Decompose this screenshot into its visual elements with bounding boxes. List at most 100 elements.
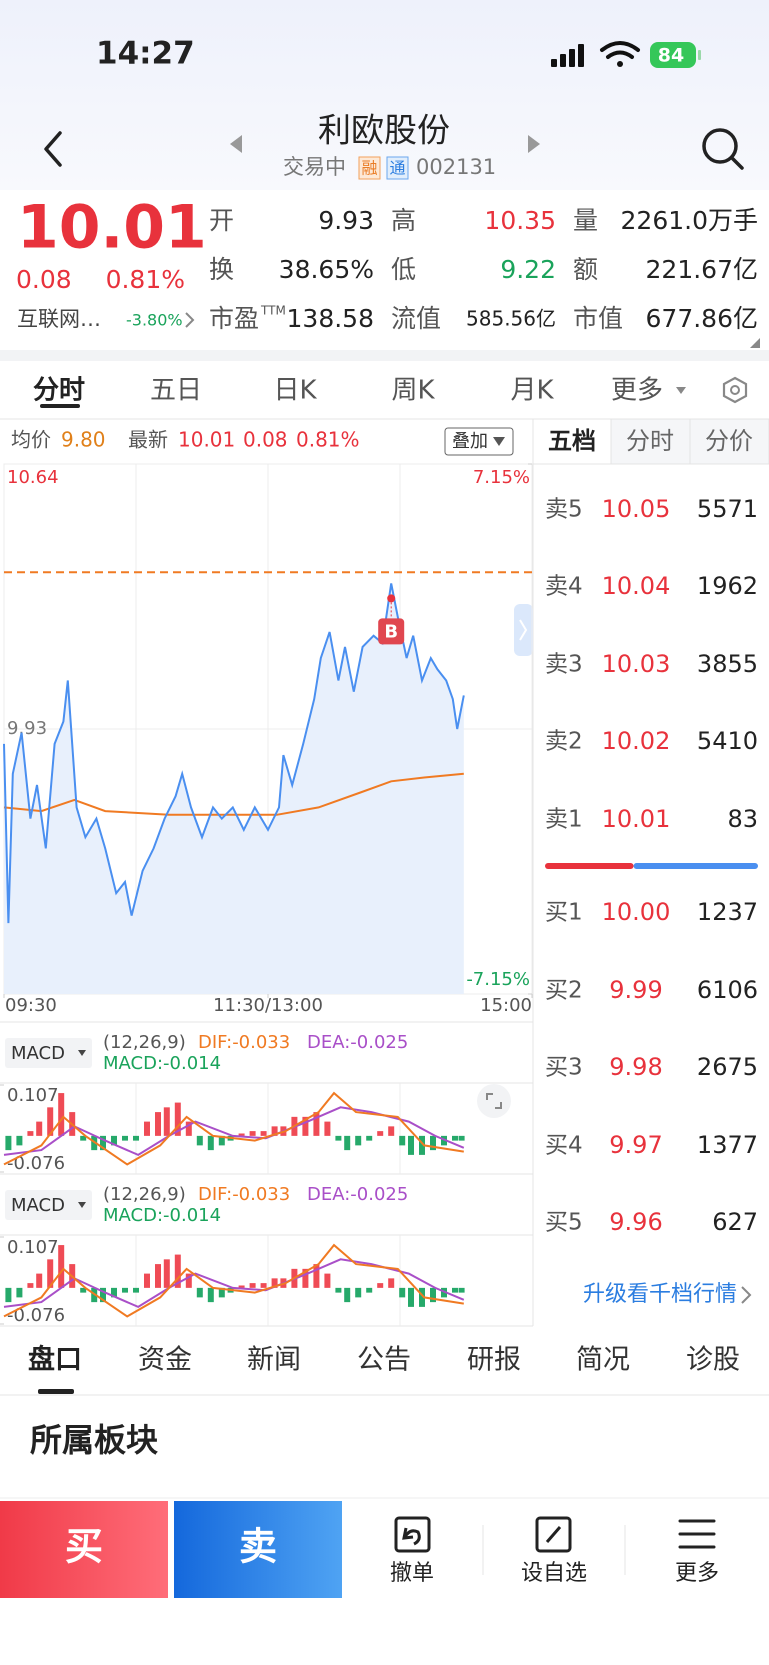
- indicator-name[interactable]: MACD: [11, 1195, 65, 1216]
- prev-stock[interactable]: [230, 135, 242, 153]
- badge-tong: [386, 156, 409, 180]
- tab[interactable]: 周K: [391, 376, 435, 406]
- latest-label: 最新: [128, 428, 168, 452]
- stat-label: 市盈: [209, 304, 259, 333]
- bottom-tab[interactable]: 新闻: [247, 1345, 301, 1376]
- overlay-button[interactable]: [444, 427, 514, 456]
- tab-box[interactable]: [689, 418, 769, 465]
- bottom-tab[interactable]: 盘口: [28, 1344, 82, 1376]
- next-stock[interactable]: [528, 135, 540, 153]
- macd-bar: [133, 1287, 139, 1293]
- trade-point[interactable]: [387, 594, 396, 603]
- indicator-name[interactable]: MACD: [11, 1043, 65, 1064]
- book-tab[interactable]: 五档: [548, 427, 596, 455]
- macd-bar: [16, 1135, 23, 1146]
- dif-line: [3, 1243, 464, 1318]
- macd-bar: [335, 1287, 342, 1293]
- link-chevron[interactable]: [741, 1286, 752, 1304]
- book-price: 10.00: [602, 898, 671, 926]
- sector: 互联网…: [17, 307, 101, 331]
- bottom-tab[interactable]: 资金: [138, 1345, 192, 1376]
- y-tick-label: -0.076: [7, 1305, 65, 1326]
- side-handle[interactable]: [514, 604, 533, 656]
- macd-bar: [27, 1131, 34, 1136]
- stat-label: 开: [209, 206, 234, 235]
- sector-chevron[interactable]: [185, 312, 195, 328]
- tab[interactable]: 五日: [150, 376, 202, 406]
- macd-bar: [377, 1131, 384, 1136]
- action-label[interactable]: 设自选: [521, 1561, 587, 1586]
- macd-bar: [399, 1287, 406, 1298]
- macd-value: MACD:-0.014: [103, 1205, 221, 1226]
- badge: 融: [361, 159, 377, 178]
- depth-link[interactable]: 升级看千档行情: [583, 1282, 737, 1307]
- wifi-icon: [600, 41, 640, 67]
- macd-bar: [218, 1287, 225, 1298]
- tab[interactable]: 月K: [510, 376, 554, 406]
- book-volume: 1377: [697, 1131, 758, 1159]
- macd-bar: [430, 1135, 436, 1151]
- bottom-tab[interactable]: 公告: [357, 1345, 411, 1376]
- tab[interactable]: 日K: [273, 376, 317, 406]
- macd-bar: [144, 1273, 150, 1288]
- book-tab[interactable]: 分时: [626, 427, 674, 455]
- macd-bar: [133, 1135, 139, 1141]
- macd-bar: [458, 1287, 465, 1293]
- macd-bar: [47, 1259, 54, 1288]
- expand-button[interactable]: [477, 1084, 511, 1118]
- settings-hex[interactable]: [722, 376, 748, 404]
- more-icon[interactable]: [678, 1519, 716, 1549]
- back-button[interactable]: [44, 131, 62, 167]
- macd-bar: [58, 1093, 65, 1136]
- bottom-tab[interactable]: 简况: [576, 1345, 630, 1376]
- buy-label[interactable]: 买: [65, 1525, 103, 1569]
- side-handle-chevron: [519, 619, 528, 641]
- search-button[interactable]: [702, 128, 744, 170]
- macd-bar: [388, 1126, 395, 1136]
- book-price: 10.01: [602, 805, 671, 833]
- buy-button[interactable]: [0, 1501, 168, 1598]
- bottom-tab[interactable]: 研报: [467, 1345, 521, 1376]
- sell-label[interactable]: 卖: [239, 1525, 277, 1569]
- macd-bar: [207, 1287, 214, 1303]
- book-tab[interactable]: 分价: [705, 427, 753, 455]
- macd-bar: [399, 1135, 406, 1146]
- macd-bar: [458, 1135, 465, 1141]
- dif-value: DIF:-0.033: [198, 1184, 290, 1205]
- trade-badge[interactable]: [378, 618, 405, 645]
- watchlist-icon[interactable]: [535, 1516, 572, 1553]
- average-line: [3, 772, 464, 816]
- macd-bar: [155, 1264, 161, 1288]
- indicator-arrow: [78, 1050, 86, 1056]
- stat-label: 高: [391, 206, 416, 235]
- book-level: 卖3: [545, 652, 583, 678]
- macd-bar: [196, 1287, 203, 1298]
- indicator-button[interactable]: [5, 1038, 92, 1068]
- stat-value: 138.58: [287, 304, 374, 333]
- avg-label: 均价: [11, 428, 51, 452]
- sell-button[interactable]: [174, 1501, 342, 1598]
- macd-bar: [27, 1283, 34, 1288]
- expand-corner[interactable]: [750, 338, 760, 348]
- macd-bar: [366, 1287, 373, 1293]
- book-price: 9.99: [609, 976, 662, 1004]
- indicator-button[interactable]: [5, 1190, 92, 1220]
- macd-bar: [249, 1283, 256, 1288]
- cancel-icon[interactable]: [394, 1516, 431, 1553]
- y2-tick-label: 7.15%: [473, 467, 530, 488]
- tab-underline: [40, 404, 80, 408]
- bottom-tab[interactable]: 诊股: [686, 1345, 740, 1376]
- overlay-label[interactable]: 叠加: [452, 431, 488, 452]
- tab[interactable]: 更多: [611, 376, 663, 406]
- action-label[interactable]: 更多: [675, 1561, 719, 1586]
- book-level: 买2: [545, 978, 583, 1004]
- tab[interactable]: 分时: [33, 376, 85, 406]
- more-arrow[interactable]: [676, 387, 686, 394]
- macd-bar: [302, 1268, 309, 1288]
- book-level: 买4: [545, 1133, 583, 1159]
- expand-icon: [486, 1093, 502, 1109]
- macd-bar: [419, 1135, 425, 1155]
- action-label[interactable]: 撤单: [390, 1561, 434, 1586]
